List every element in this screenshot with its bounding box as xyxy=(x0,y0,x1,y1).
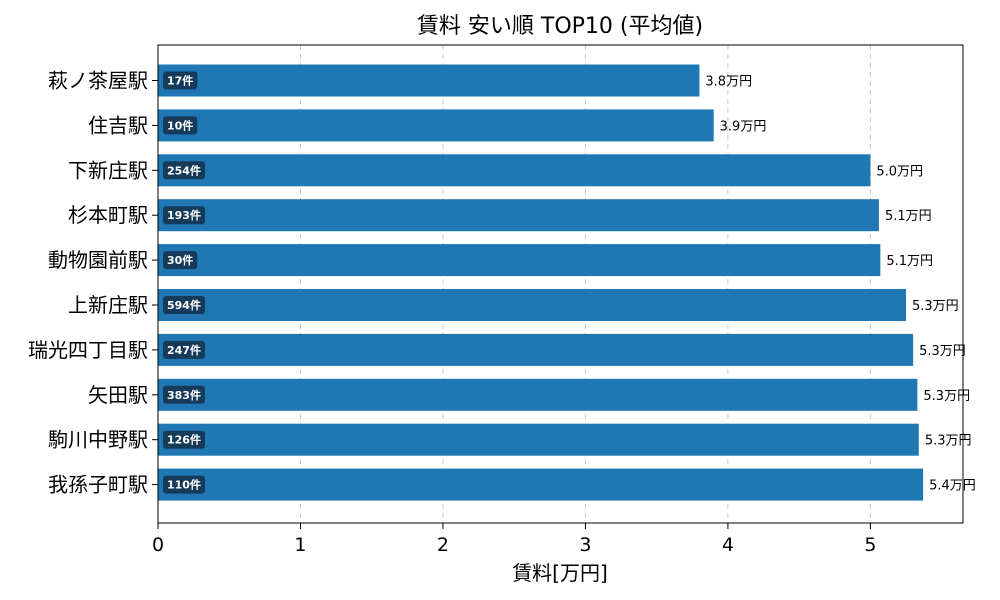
count-badge: 383件 xyxy=(163,385,205,404)
count-label: 30件 xyxy=(167,253,193,267)
count-badge-bg xyxy=(163,385,205,404)
bars: 3.8万円 17件 3.9万円 10件 5.0万円 254件 5.1万円 193件 5.1万円 3… xyxy=(158,64,976,501)
count-label: 254件 xyxy=(167,163,201,177)
count-badge-bg xyxy=(163,340,205,359)
value-label: 5.1万円 xyxy=(886,254,933,269)
count-badge: 126件 xyxy=(163,430,205,449)
count-badge: 594件 xyxy=(163,296,205,314)
bar xyxy=(158,244,881,277)
count-badge-bg xyxy=(163,116,198,135)
y-tick-label: 萩ノ茶屋駅 xyxy=(48,69,148,93)
count-badge-bg xyxy=(163,475,205,494)
y-tick-label: 上新庄駅 xyxy=(68,293,148,317)
count-badge-bg xyxy=(163,296,205,314)
x-axis-label: 賃料[万円] xyxy=(512,561,608,585)
y-tick-label: 動物園前駅 xyxy=(48,248,148,272)
count-label: 17件 xyxy=(167,74,193,88)
y-tick-label: 瑞光四丁目駅 xyxy=(28,338,148,362)
count-label: 110件 xyxy=(167,478,201,492)
count-label: 383件 xyxy=(167,388,201,402)
count-badge: 254件 xyxy=(163,161,205,180)
bar xyxy=(158,289,907,321)
count-badge-bg xyxy=(163,161,205,180)
x-tick-label: 0 xyxy=(152,534,164,556)
count-badge: 10件 xyxy=(163,116,198,135)
value-label: 3.8万円 xyxy=(705,75,752,90)
count-badge: 110件 xyxy=(163,475,205,494)
bar xyxy=(158,333,914,366)
count-badge: 30件 xyxy=(163,251,198,270)
count-label: 247件 xyxy=(167,343,201,357)
bar xyxy=(158,199,879,232)
y-tick-label: 住吉駅 xyxy=(88,113,148,137)
count-label: 10件 xyxy=(167,118,193,132)
bar xyxy=(158,468,924,501)
count-label: 193件 xyxy=(167,208,201,222)
x-tick-label: 5 xyxy=(864,534,876,556)
y-tick-label: 矢田駅 xyxy=(88,383,148,407)
bar xyxy=(158,64,700,97)
count-label: 126件 xyxy=(167,433,201,447)
y-tick-label: 杉本町駅 xyxy=(68,203,148,227)
plot-frame xyxy=(157,44,964,524)
x-tick-label: 2 xyxy=(437,534,449,556)
value-label: 5.4万円 xyxy=(929,479,976,494)
value-label: 5.1万円 xyxy=(885,209,932,224)
bar xyxy=(158,378,918,411)
bar xyxy=(158,109,714,142)
count-label: 594件 xyxy=(167,298,201,312)
x-tick-label: 1 xyxy=(294,534,306,556)
chart-title: 賃料 安い順 TOP10 (平均値) xyxy=(417,14,703,39)
count-badge-bg xyxy=(163,206,205,225)
y-tick-label: 我孫子町駅 xyxy=(48,473,148,497)
count-badge: 17件 xyxy=(163,71,198,90)
axes: 0 1 2 3 4 5 萩ノ茶屋駅住吉駅下新庄駅杉本町駅動物園前駅上新庄駅瑞光四丁目駅矢田駅… xyxy=(28,69,876,557)
bar xyxy=(158,154,871,187)
bar xyxy=(158,423,919,456)
count-badge: 193件 xyxy=(163,206,205,225)
value-label: 5.3万円 xyxy=(919,344,966,359)
x-tick-label: 4 xyxy=(722,534,734,556)
count-badge-bg xyxy=(163,430,205,449)
y-tick-label: 下新庄駅 xyxy=(68,158,148,182)
count-badge: 247件 xyxy=(163,340,205,359)
value-label: 5.3万円 xyxy=(923,389,970,404)
value-label: 3.9万円 xyxy=(720,119,767,134)
value-label: 5.3万円 xyxy=(925,434,972,449)
y-tick-label: 駒川中野駅 xyxy=(48,428,148,452)
value-label: 5.0万円 xyxy=(876,164,923,179)
count-badge-bg xyxy=(163,71,198,90)
value-label: 5.3万円 xyxy=(912,299,959,314)
x-tick-label: 3 xyxy=(579,534,591,556)
count-badge-bg xyxy=(163,251,198,270)
